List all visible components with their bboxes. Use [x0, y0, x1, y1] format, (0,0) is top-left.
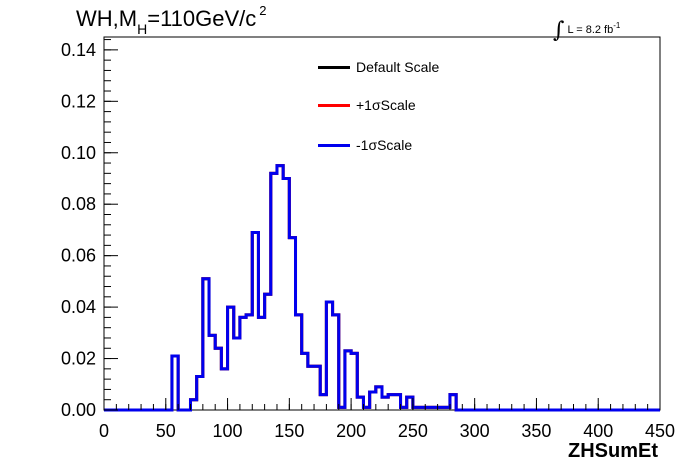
luminosity-unit-superscript: -1: [613, 21, 621, 30]
x-tick-label: 200: [336, 421, 366, 441]
legend-swatch-plus1sigma: [318, 103, 350, 107]
legend-entry-plus1sigma: +1σScale: [318, 96, 416, 114]
x-tick-label: 450: [645, 421, 675, 441]
integral-symbol: ∫: [553, 18, 565, 43]
x-tick-label: 300: [460, 421, 490, 441]
x-tick-label: 100: [213, 421, 243, 441]
x-tick-label: 350: [521, 421, 551, 441]
series-line-1: [104, 164, 660, 412]
y-tick-label: 0.10: [61, 143, 96, 163]
y-tick-label: 0.08: [61, 194, 96, 214]
y-tick-label: 0.02: [61, 349, 96, 369]
title-superscript: 2: [259, 3, 267, 18]
series-line-0: [104, 164, 660, 412]
title-subscript: H: [137, 21, 148, 37]
series-line-2: [104, 164, 660, 412]
x-axis-label: ZHSumEt: [568, 440, 658, 462]
y-tick-label: 0.04: [61, 297, 96, 317]
legend-entry-minus1sigma: -1σScale: [318, 136, 412, 154]
plot-frame: [103, 36, 661, 411]
y-tick-label: 0.00: [61, 400, 96, 420]
x-tick-label: 0: [99, 421, 109, 441]
luminosity-label: ∫ L = 8.2 fb-1: [553, 18, 621, 43]
plot-title: WH,MH=110GeV/c 2: [76, 3, 267, 37]
y-tick-label: 0.12: [61, 91, 96, 111]
y-tick-label: 0.06: [61, 246, 96, 266]
legend-swatch-minus1sigma: [318, 143, 350, 147]
y-tick-label: 0.14: [61, 40, 96, 60]
x-tick-label: 50: [156, 421, 176, 441]
x-tick-label: 400: [583, 421, 613, 441]
legend-entry-default: Default Scale: [318, 58, 439, 76]
x-tick-label: 250: [398, 421, 428, 441]
legend-swatch-default: [318, 65, 350, 69]
x-tick-label: 150: [274, 421, 304, 441]
